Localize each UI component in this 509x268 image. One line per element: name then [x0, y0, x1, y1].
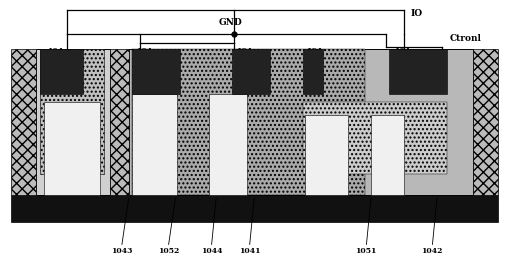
Bar	[303, 49, 323, 94]
Bar	[389, 49, 447, 94]
Bar	[305, 115, 348, 195]
Text: 1044: 1044	[201, 247, 222, 255]
Bar	[209, 94, 247, 195]
Text: 104: 104	[236, 47, 252, 55]
Bar	[40, 49, 83, 94]
Text: 101: 101	[70, 172, 89, 181]
Bar	[40, 49, 104, 174]
Text: 1051: 1051	[355, 247, 377, 255]
Text: 107: 107	[328, 122, 344, 130]
Text: 104: 104	[394, 47, 410, 55]
Text: 1042: 1042	[421, 247, 443, 255]
Bar	[132, 94, 177, 195]
Bar	[303, 102, 447, 174]
Bar	[11, 49, 36, 195]
Bar	[132, 49, 180, 94]
Text: 1052: 1052	[158, 247, 179, 255]
Text: 1043: 1043	[111, 247, 132, 255]
Bar	[36, 49, 110, 195]
Bar	[132, 49, 365, 195]
Bar	[232, 49, 270, 94]
Bar	[11, 195, 498, 222]
Text: GND: GND	[218, 18, 242, 27]
Bar	[371, 115, 404, 195]
Bar	[129, 49, 473, 195]
Text: 104: 104	[306, 47, 322, 55]
Bar	[44, 102, 100, 195]
Text: IO: IO	[411, 9, 423, 18]
Text: 104: 104	[136, 47, 152, 55]
Text: Ctronl: Ctronl	[450, 34, 482, 43]
Bar	[110, 49, 129, 195]
Bar	[473, 49, 498, 195]
Text: 104: 104	[47, 47, 64, 55]
Text: 1041: 1041	[239, 247, 260, 255]
